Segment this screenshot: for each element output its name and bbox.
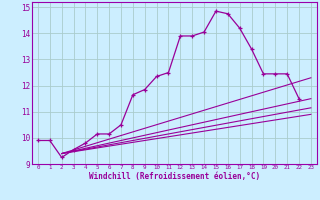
X-axis label: Windchill (Refroidissement éolien,°C): Windchill (Refroidissement éolien,°C) <box>89 172 260 181</box>
